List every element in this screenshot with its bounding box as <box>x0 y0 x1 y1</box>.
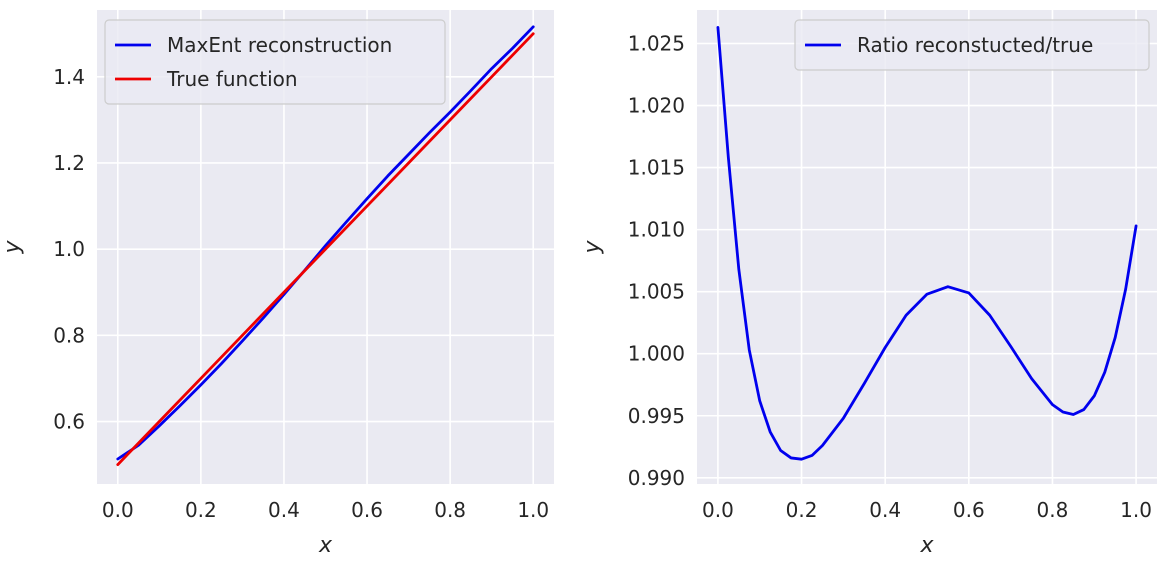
legend-label: MaxEnt reconstruction <box>167 33 392 57</box>
x-tick-label: 1.0 <box>1120 498 1152 522</box>
x-tick-label: 0.0 <box>102 498 134 522</box>
series-line-2 <box>116 32 535 467</box>
x-axis-label: x <box>318 533 333 558</box>
x-tick-label: 0.4 <box>869 498 901 522</box>
x-tick-label: 1.0 <box>517 498 549 522</box>
y-tick-label: 0.8 <box>53 323 85 347</box>
x-tick-label: 0.0 <box>702 498 734 522</box>
series-line-1 <box>716 25 1138 461</box>
legend-frame <box>104 19 446 105</box>
legend-label: Ratio reconstucted/true <box>857 33 1093 57</box>
y-tick-label: 1.2 <box>53 151 85 175</box>
y-tick-label: 1.000 <box>628 342 685 366</box>
y-tick-label: 1.010 <box>628 218 685 242</box>
chart-panel-2: 0.0 0.2 0.4 0.6 0.8 1.0 0.990 0.995 1.000 1.005 1.… <box>580 10 1157 558</box>
x-tick-label: 0.4 <box>268 498 300 522</box>
y-tick-label: 1.015 <box>628 156 685 180</box>
y-tick-label: 1.0 <box>53 237 85 261</box>
chart-panel-1: 0.0 0.2 0.4 0.6 0.8 1.0 0.6 0.8 1.0 1.2 1.4 x y MaxEn… <box>0 10 554 558</box>
y-tick-label: 0.6 <box>53 410 85 434</box>
y-axis-label: y <box>580 240 605 255</box>
y-tick-label: 1.025 <box>628 32 685 56</box>
x-tick-label: 0.2 <box>786 498 818 522</box>
y-axis-label: y <box>0 240 25 255</box>
x-tick-label: 0.2 <box>185 498 217 522</box>
legend-frame <box>794 19 1150 71</box>
x-tick-label: 0.6 <box>351 498 383 522</box>
series-line-1 <box>116 25 535 461</box>
plot-area <box>697 10 1157 484</box>
x-tick-label: 0.6 <box>953 498 985 522</box>
x-tick-label: 0.8 <box>434 498 466 522</box>
x-tick-label: 0.8 <box>1037 498 1069 522</box>
x-axis-label: x <box>919 533 934 558</box>
legend-label: True function <box>166 67 298 91</box>
legend: Ratio reconstucted/true <box>794 19 1150 71</box>
legend: MaxEnt reconstruction True function <box>104 19 446 105</box>
y-tick-label: 1.4 <box>53 65 85 89</box>
y-tick-label: 1.005 <box>628 280 685 304</box>
y-tick-label: 0.995 <box>628 404 685 428</box>
y-tick-label: 1.020 <box>628 94 685 118</box>
y-tick-label: 0.990 <box>628 466 685 490</box>
